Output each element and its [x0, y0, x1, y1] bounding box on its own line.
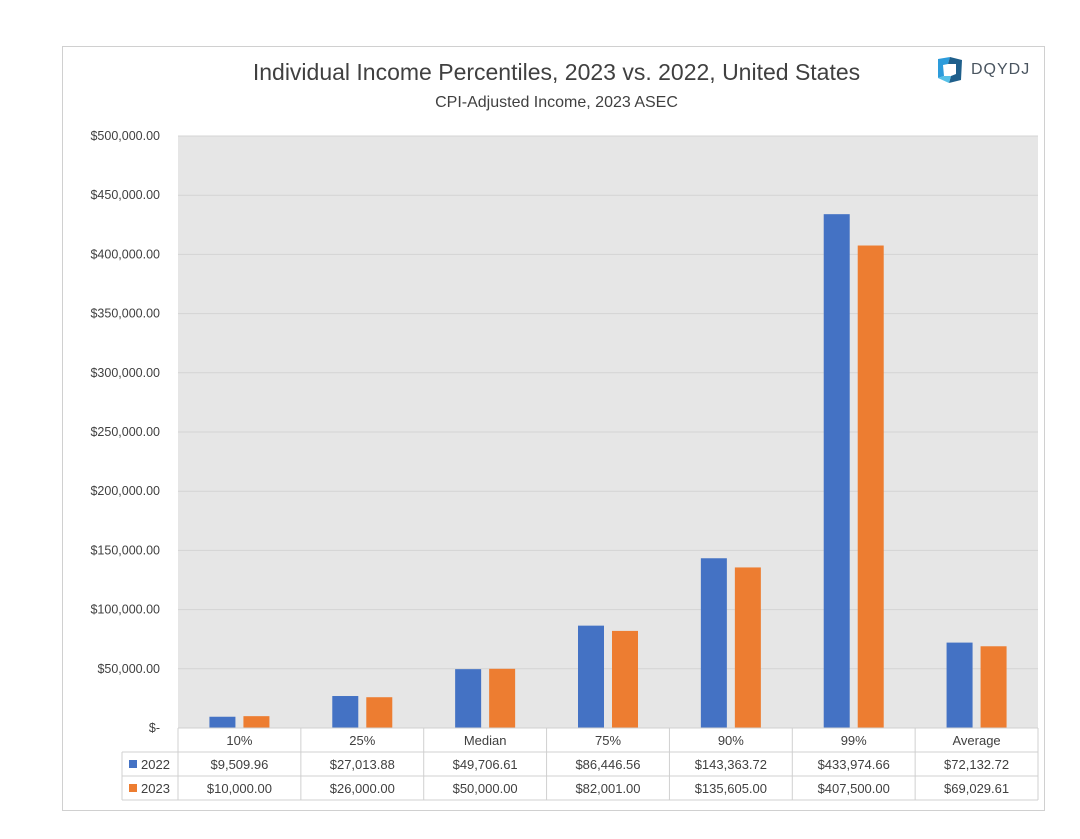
legend-label: 2022: [141, 757, 170, 772]
y-tick-label: $250,000.00: [90, 425, 160, 439]
chart-subtitle: CPI-Adjusted Income, 2023 ASEC: [435, 94, 678, 111]
category-label: 75%: [595, 733, 621, 748]
data-label: $49,706.61: [453, 757, 518, 772]
bar-2022: [823, 214, 850, 728]
bar-2022: [209, 716, 236, 728]
category-label: 99%: [841, 733, 867, 748]
bar-2023: [366, 697, 393, 728]
y-tick-label: $300,000.00: [90, 366, 160, 380]
dqydj-logo-icon: [938, 57, 962, 83]
y-tick-label: $450,000.00: [90, 188, 160, 202]
data-label: $82,001.00: [575, 781, 640, 796]
bar-2023: [734, 567, 761, 728]
data-label: $50,000.00: [453, 781, 518, 796]
legend-key-2023: [129, 784, 137, 792]
y-tick-label: $350,000.00: [90, 307, 160, 321]
category-label: 25%: [349, 733, 375, 748]
legend-key-2022: [129, 760, 137, 768]
bar-2023: [980, 646, 1007, 728]
bar-2023: [857, 245, 884, 728]
data-label: $86,446.56: [575, 757, 640, 772]
category-label: Average: [952, 733, 1000, 748]
data-label: $407,500.00: [818, 781, 890, 796]
category-label: 90%: [718, 733, 744, 748]
y-tick-label: $-: [149, 721, 160, 735]
data-label: $26,000.00: [330, 781, 395, 796]
bar-2022: [578, 625, 604, 728]
bar-2023: [612, 630, 638, 728]
category-label: 10%: [226, 733, 252, 748]
y-tick-label: $400,000.00: [90, 247, 160, 261]
y-tick-label: $50,000.00: [97, 662, 160, 676]
data-label: $10,000.00: [207, 781, 272, 796]
bar-2022: [700, 558, 727, 728]
data-label: $69,029.61: [944, 781, 1009, 796]
bar-2023: [489, 668, 516, 728]
data-label: $135,605.00: [695, 781, 767, 796]
data-label: $143,363.72: [695, 757, 767, 772]
bar-2023: [243, 716, 270, 728]
data-label: $27,013.88: [330, 757, 395, 772]
data-label: $72,132.72: [944, 757, 1009, 772]
data-label: $433,974.66: [818, 757, 890, 772]
category-label: Median: [464, 733, 507, 748]
logo: DQYDJ: [935, 56, 1030, 84]
legend-label: 2023: [141, 781, 170, 796]
y-tick-label: $500,000.00: [90, 129, 160, 143]
y-tick-label: $200,000.00: [90, 484, 160, 498]
bar-2022: [332, 696, 359, 728]
data-label: $9,509.96: [211, 757, 269, 772]
bar-2022: [455, 669, 482, 728]
y-tick-label: $100,000.00: [90, 603, 160, 617]
logo-text: DQYDJ: [971, 61, 1031, 78]
bar-2022: [946, 642, 973, 728]
y-tick-label: $150,000.00: [90, 543, 160, 557]
chart-title: Individual Income Percentiles, 2023 vs. …: [252, 59, 861, 85]
